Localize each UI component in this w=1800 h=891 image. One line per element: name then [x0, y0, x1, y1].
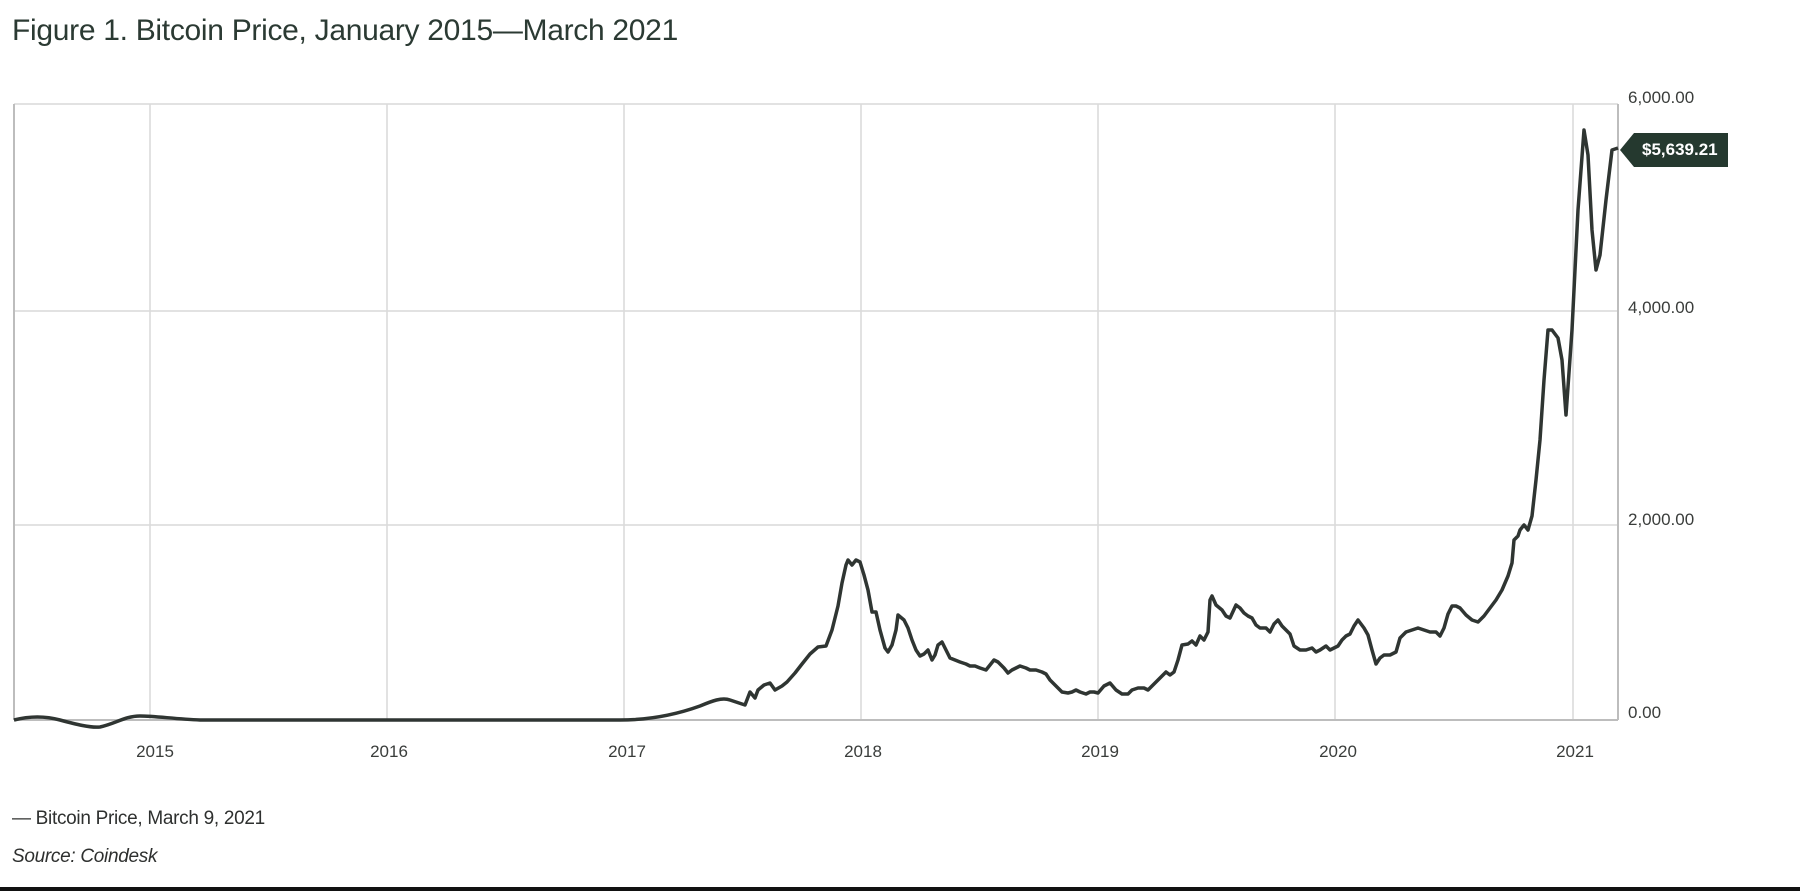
- grid: [14, 103, 1618, 719]
- y-tick-0: 0.00: [1628, 703, 1662, 722]
- x-tick-2016: 2016: [370, 742, 408, 761]
- bottom-divider: [0, 887, 1800, 891]
- axes: [13, 104, 1619, 721]
- x-tick-2018: 2018: [844, 742, 882, 761]
- x-tick-2017: 2017: [608, 742, 646, 761]
- y-tick-2000: 2,000.00: [1628, 510, 1695, 529]
- x-tick-2019: 2019: [1081, 742, 1119, 761]
- x-tick-2021: 2021: [1556, 742, 1594, 761]
- y-tick-6000: 6,000.00: [1628, 88, 1695, 107]
- x-tick-2020: 2020: [1319, 742, 1357, 761]
- source-note: Source: Coindesk: [12, 846, 158, 867]
- legend-entry: — Bitcoin Price, March 9, 2021: [12, 808, 265, 829]
- x-tick-2015: 2015: [136, 742, 174, 761]
- price-callout-badge: $5,639.21: [1620, 133, 1728, 167]
- bitcoin-price-line: [13, 128, 1619, 729]
- chart-title: Figure 1. Bitcoin Price, January 2015—Ma…: [12, 14, 678, 47]
- y-tick-4000: 4,000.00: [1628, 298, 1695, 317]
